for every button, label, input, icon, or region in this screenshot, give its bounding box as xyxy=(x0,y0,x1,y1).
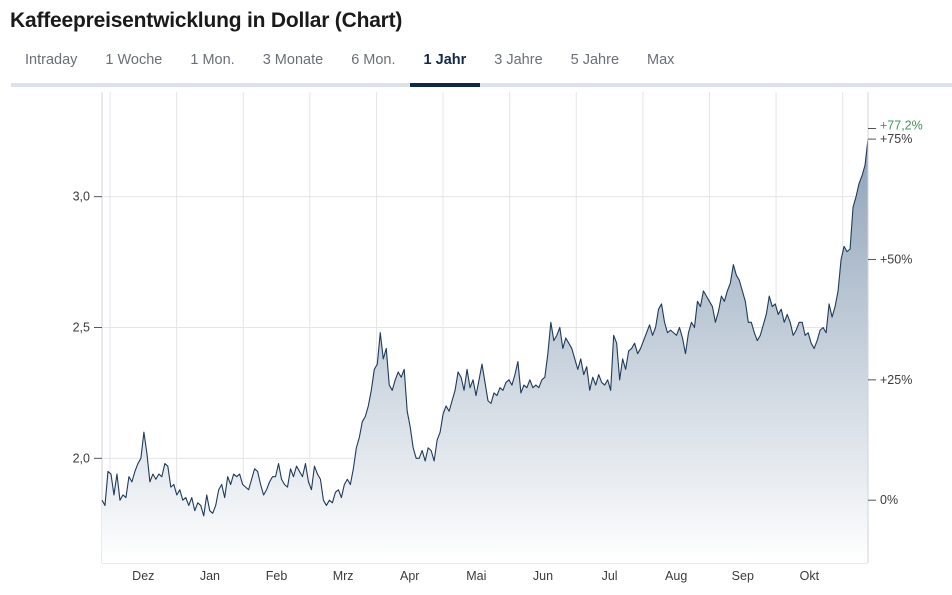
tab-1-mon[interactable]: 1 Mon. xyxy=(190,52,235,68)
right-tick-label: +25% xyxy=(880,373,912,387)
page-title: Kaffeepreisentwicklung in Dollar (Chart) xyxy=(10,9,403,32)
right-tick-label: 0% xyxy=(880,493,898,507)
current-change-label: +77,2% xyxy=(880,119,923,133)
left-tick-label: 2,5 xyxy=(73,321,90,335)
tab-1-jahr[interactable]: 1 Jahr xyxy=(409,43,481,87)
right-y-axis: 0% +25% +50% +75%+77,2% xyxy=(867,92,923,563)
x-tick-label: Jun xyxy=(533,569,553,583)
tab-3-jahre[interactable]: 3 Jahre xyxy=(494,52,543,68)
x-tick-label: Jan xyxy=(200,569,220,583)
tab-3-monate[interactable]: 3 Monate xyxy=(262,52,324,68)
price-area xyxy=(102,139,868,563)
tab-max[interactable]: Max xyxy=(647,52,675,68)
left-tick-label: 3,0 xyxy=(73,190,90,204)
left-y-axis: 2,0 2,5 3,0 xyxy=(73,190,102,465)
x-tick-label: Dez xyxy=(132,569,154,583)
x-tick-label: Aug xyxy=(665,569,687,583)
tab-1-woche[interactable]: 1 Woche xyxy=(105,52,163,68)
x-tick-label: Apr xyxy=(400,569,419,583)
tab-6-mon[interactable]: 6 Mon. xyxy=(351,52,396,68)
price-chart: 2,0 2,5 3,0 0% +25% +50% +75%+77,2% Dez Jan Feb… xyxy=(73,92,923,583)
x-tick-label: Okt xyxy=(800,569,820,583)
x-tick-label: Mrz xyxy=(333,569,354,583)
x-axis: Dez Jan Feb Mrz Apr Mai Jun Jul Aug Sep Okt xyxy=(132,569,819,583)
x-tick-label: Jul xyxy=(602,569,618,583)
x-tick-label: Mai xyxy=(466,569,486,583)
left-tick-label: 2,0 xyxy=(73,451,90,465)
right-tick-label: +75% xyxy=(880,132,912,146)
period-tabs: Intraday 1 Woche 1 Mon. 3 Monate 6 Mon. 1 Jah… xyxy=(11,43,952,87)
tab-intraday[interactable]: Intraday xyxy=(25,52,78,68)
area-layer xyxy=(101,139,869,563)
price-line xyxy=(101,139,869,517)
right-tick-label: +50% xyxy=(880,252,912,266)
x-tick-label: Sep xyxy=(732,569,754,583)
x-tick-label: Feb xyxy=(266,569,288,583)
tab-5-jahre[interactable]: 5 Jahre xyxy=(570,52,620,68)
